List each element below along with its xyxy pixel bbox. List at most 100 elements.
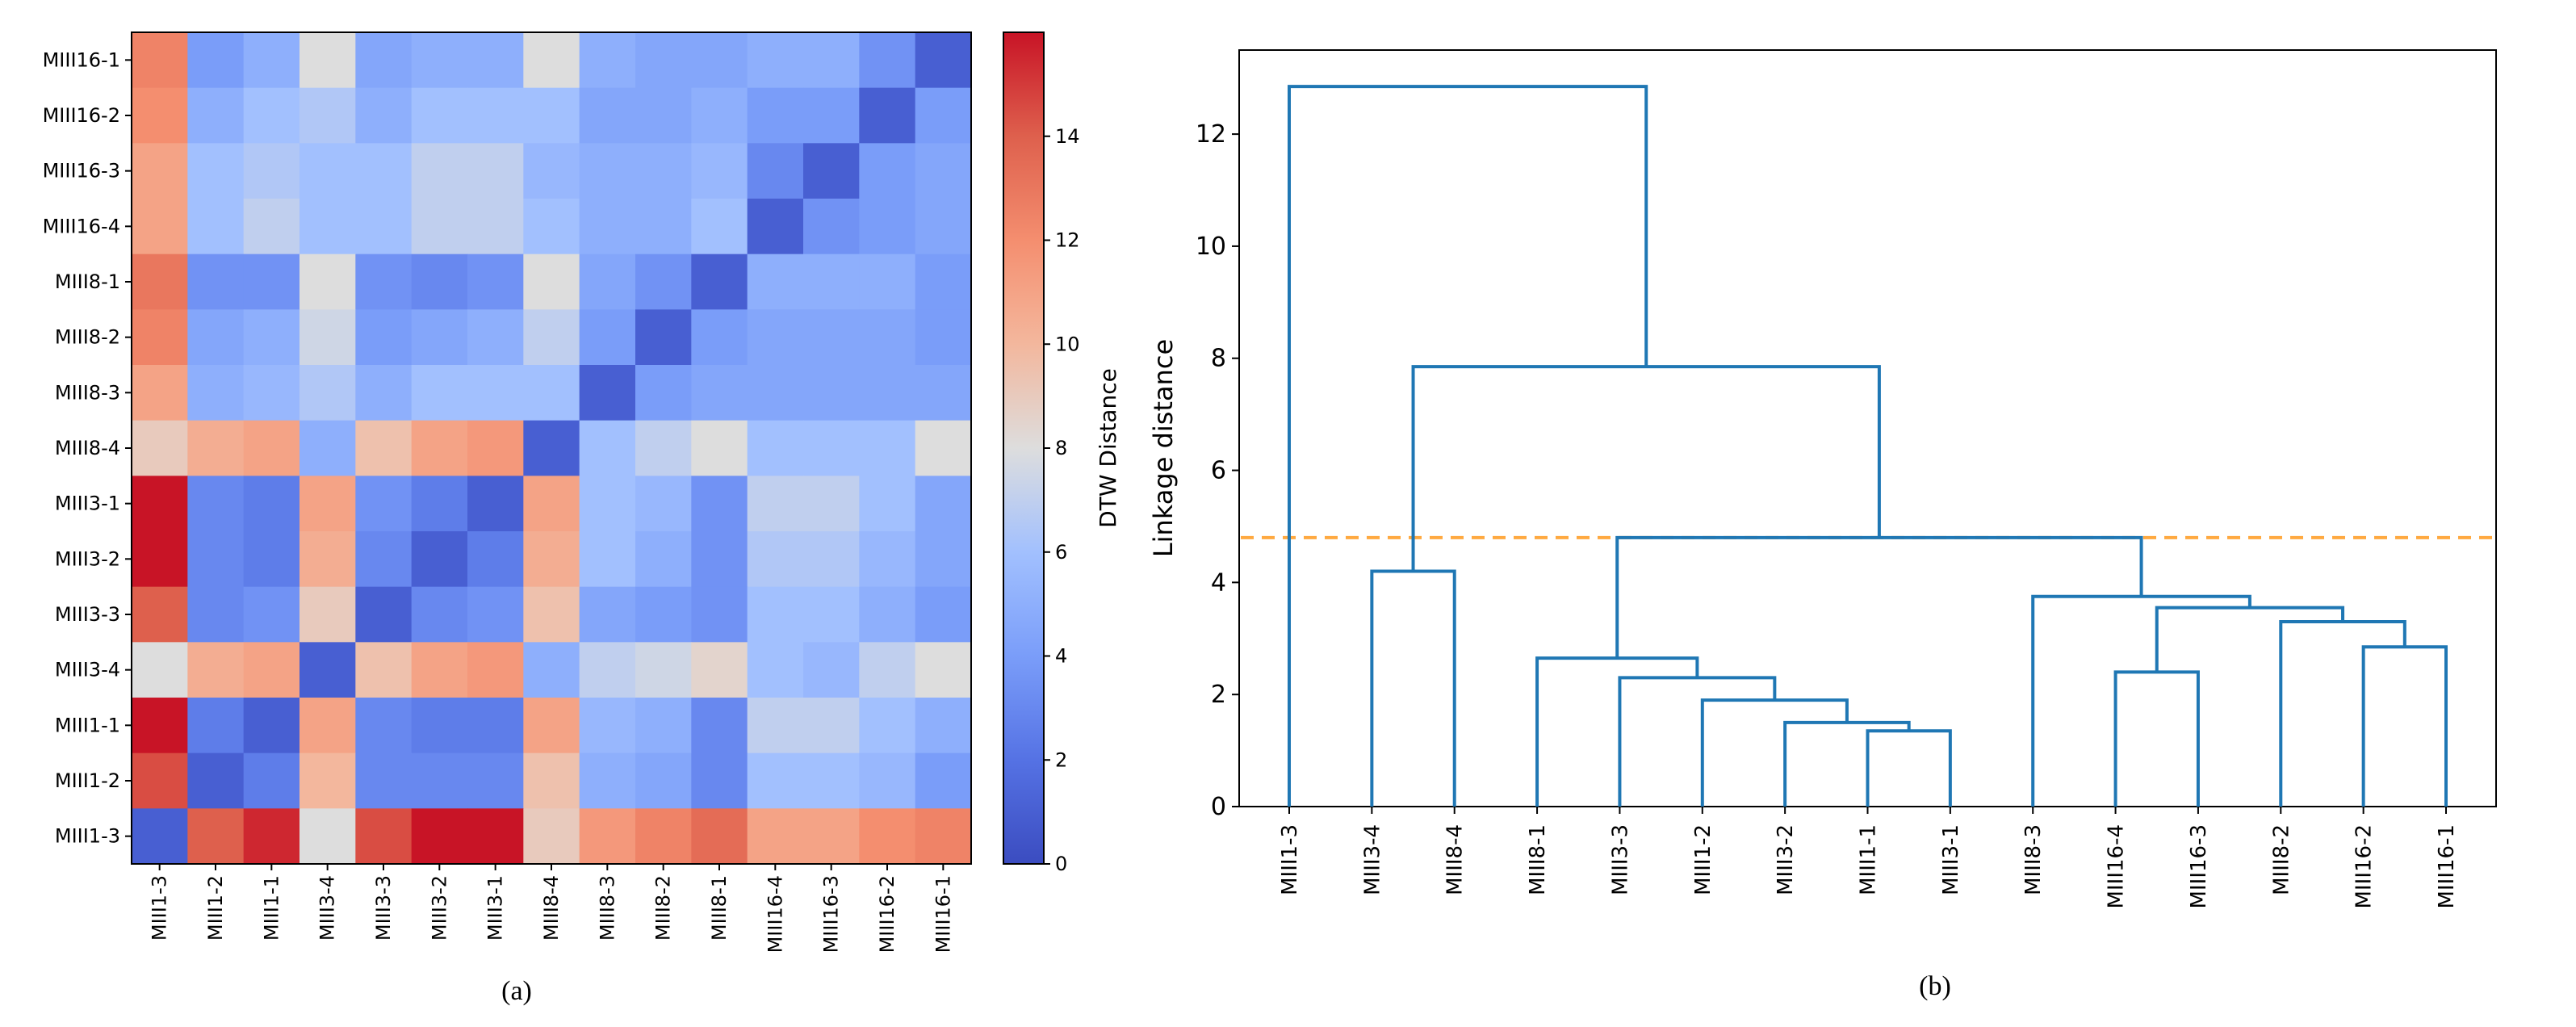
heatmap-cell [579, 642, 636, 698]
heatmap-cell [299, 752, 356, 809]
heatmap-cell [467, 476, 524, 532]
dendrogram-leaf-label: MIII1-2 [1691, 824, 1715, 895]
dendrogram-link [1783, 720, 1911, 807]
heatmap-cell [187, 642, 245, 698]
dendrogram-leaf-label: MIII16-1 [2435, 824, 2459, 908]
colorbar-tick-label: 2 [1055, 748, 1067, 771]
heatmap-cell [187, 199, 245, 255]
dendrogram-leaf-label: MIII3-2 [1774, 824, 1798, 895]
heatmap-cell [467, 586, 524, 643]
heatmap-cell [132, 254, 188, 310]
colorbar-tick-label: 10 [1055, 333, 1080, 355]
heatmap-cell [355, 143, 413, 199]
heatmap-cell [579, 309, 636, 366]
heatmap-cell [747, 32, 804, 89]
colorbar-tick-label: 4 [1055, 645, 1067, 668]
heatmap-cell [747, 254, 804, 310]
heatmap-col-label: MIII3-2 [428, 875, 450, 941]
heatmap-cell [355, 87, 413, 144]
dendrogram-frame [1238, 49, 2497, 807]
heatmap-panel: MIII16-1MIII16-2MIII16-3MIII16-4MIII8-1M… [43, 31, 1121, 1006]
heatmap-cell [411, 32, 468, 89]
heatmap-cell [132, 32, 188, 89]
heatmap-cell [691, 698, 748, 754]
colorbar-tick-label: 6 [1055, 541, 1067, 564]
heatmap-cell [187, 808, 245, 865]
heatmap-cell [411, 698, 468, 754]
heatmap-cell [467, 808, 524, 865]
heatmap-cell [803, 87, 860, 144]
heatmap-cell [132, 698, 188, 754]
heatmap-cell [747, 309, 804, 366]
heatmap-cell [243, 254, 300, 310]
colorbar-ticks: 0 2 4 6 8 10 12 14 [1044, 125, 1080, 875]
heatmap-cell [355, 32, 413, 89]
heatmap-cell [747, 476, 804, 532]
heatmap-cell [635, 752, 692, 809]
heatmap-cell [299, 199, 356, 255]
dendrogram-link [2361, 645, 2448, 807]
heatmap-cell [635, 199, 692, 255]
heatmap-cell [579, 32, 636, 89]
dendrogram-link [1411, 365, 1881, 572]
heatmap-cell [467, 698, 524, 754]
dendrogram-y-tick-label: 0 [1211, 793, 1226, 821]
heatmap-row-label: MIII3-1 [55, 493, 120, 515]
heatmap-cell [355, 642, 413, 698]
heatmap-cell [467, 254, 524, 310]
dendrogram-y-axis-label: Linkage distance [1148, 339, 1179, 557]
heatmap-cell [747, 143, 804, 199]
heatmap-cell [635, 143, 692, 199]
heatmap-cell [523, 476, 580, 532]
heatmap-cell [915, 698, 972, 754]
heatmap-cell [803, 309, 860, 366]
heatmap-cell [803, 420, 860, 476]
heatmap-cell [411, 808, 468, 865]
heatmap-cell [299, 254, 356, 310]
heatmap-cell [691, 531, 748, 588]
colorbar-tick-label: 14 [1055, 125, 1080, 148]
dendrogram-link [1288, 85, 1648, 807]
heatmap-cell [355, 531, 413, 588]
heatmap-cell [355, 420, 413, 476]
dendrogram-leaf-labels: MIII1-3 MIII3-4 MIII8-4 MIII8-1 MIII3-3 MIII1… [1278, 807, 2459, 908]
heatmap-cell [803, 531, 860, 588]
heatmap-cell [859, 32, 916, 89]
heatmap-row-label: MIII3-3 [55, 603, 120, 626]
heatmap-cell [803, 642, 860, 698]
heatmap-col-label: MIII1-2 [204, 875, 227, 941]
dendrogram-link [1700, 698, 1849, 807]
heatmap-cell [243, 365, 300, 421]
heatmap-cell [579, 586, 636, 643]
heatmap-cell [187, 420, 245, 476]
dendrogram-link [1618, 676, 1777, 807]
heatmap-cell [691, 143, 748, 199]
heatmap-cell [579, 420, 636, 476]
heatmap-cell [132, 476, 188, 532]
dendrogram-y-tick-label: 6 [1211, 457, 1226, 485]
heatmap-cell [243, 420, 300, 476]
heatmap-row-label: MIII16-2 [43, 104, 120, 127]
heatmap-cell [467, 199, 524, 255]
heatmap-cell [467, 752, 524, 809]
heatmap-cell [355, 309, 413, 366]
heatmap-cell [187, 143, 245, 199]
heatmap-cell [803, 476, 860, 532]
heatmap-cell [691, 476, 748, 532]
heatmap-col-labels: MIII1-3 MIII1-2 MIII1-1 MIII3-4 MIII3-3 MIII3… [149, 864, 954, 953]
heatmap-cell [132, 87, 188, 144]
heatmap-cell [915, 808, 972, 865]
heatmap-row-label: MIII1-2 [55, 769, 120, 792]
dendrogram-leaf-label: MIII16-3 [2187, 824, 2211, 908]
heatmap-col-label: MIII1-1 [260, 875, 283, 941]
heatmap-cell [579, 143, 636, 199]
heatmap-cell [523, 420, 580, 476]
heatmap-cell [635, 586, 692, 643]
heatmap-cell [859, 87, 916, 144]
heatmap-cell [859, 752, 916, 809]
heatmap-cell [132, 586, 188, 643]
heatmap-col-label: MIII16-2 [876, 875, 898, 953]
heatmap-cell [859, 199, 916, 255]
heatmap-cell [523, 586, 580, 643]
dendrogram-leaf-label: MIII8-4 [1443, 824, 1468, 895]
